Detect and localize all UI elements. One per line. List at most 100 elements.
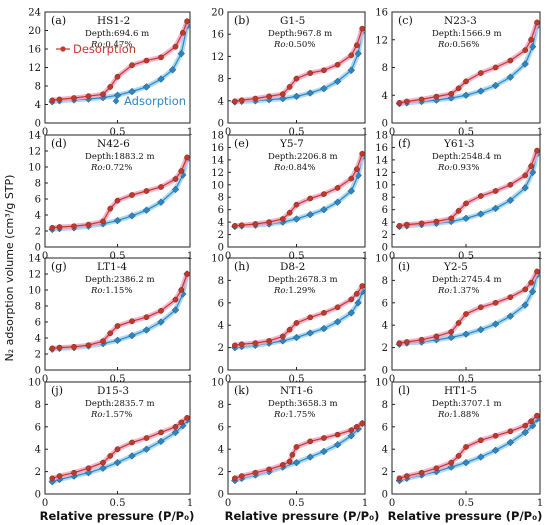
- y-tick-label: 8: [382, 400, 388, 411]
- desorption-point: [158, 184, 164, 190]
- ro-label: Ro:1.75%: [273, 410, 315, 420]
- sample-name: NT1-6: [280, 385, 313, 397]
- adsorption-point: [447, 333, 455, 342]
- desorption-point: [114, 73, 121, 80]
- desorption-point: [143, 188, 150, 194]
- y-tick-label: 2: [218, 467, 224, 478]
- ro-label: Ro:0.47%: [90, 40, 132, 50]
- desorption-point: [232, 222, 238, 229]
- adsorption-point: [477, 453, 485, 461]
- sample-name: Y61-3: [443, 138, 475, 150]
- adsorption-point: [128, 331, 136, 340]
- desorption-point: [522, 286, 529, 293]
- x-tick-label: 0: [389, 251, 395, 262]
- y-tick-label: 8: [382, 193, 388, 204]
- y-tick-label: 16: [28, 45, 41, 56]
- x-tick-label: 0.5: [458, 251, 474, 262]
- adsorption-point: [491, 204, 500, 213]
- y-tick-label: 18: [375, 131, 388, 142]
- desorption-point: [534, 19, 540, 26]
- y-tick-label: 12: [211, 168, 224, 179]
- y-tick-label: 20: [28, 26, 41, 37]
- desorption-point: [238, 97, 245, 104]
- y-tick-label: 0: [382, 366, 388, 377]
- adsorption-point: [320, 205, 328, 214]
- y-tick-label: 6: [35, 422, 41, 433]
- desorption-point: [353, 42, 360, 49]
- depth-label: Depth:3658.3 m: [268, 399, 338, 409]
- depth-label: Depth:2206.8 m: [268, 152, 338, 162]
- desorption-point: [353, 290, 360, 297]
- ro-label: Ro:0.72%: [90, 163, 132, 173]
- desorption-point: [396, 100, 403, 106]
- y-tick-label: 2: [35, 467, 41, 478]
- desorption-point: [286, 326, 293, 333]
- desorption-point: [85, 342, 92, 349]
- desorption-point: [418, 469, 425, 476]
- adsorption-point: [333, 440, 342, 449]
- y-tick-label: 4: [382, 321, 388, 332]
- y-tick-label: 12: [211, 52, 224, 63]
- y-tick-label: 10: [28, 378, 41, 389]
- desorption-point: [172, 43, 179, 50]
- x-tick-label: 0.5: [289, 127, 305, 138]
- y-tick-label: 16: [211, 143, 224, 154]
- depth-label: Depth:2548.4 m: [432, 152, 502, 162]
- y-tick-label: 0: [35, 119, 41, 130]
- adsorption-point: [142, 83, 151, 91]
- y-tick-label: 6: [35, 318, 41, 329]
- desorption-point: [463, 200, 469, 207]
- desorption-point: [143, 57, 150, 64]
- desorption-point: [321, 67, 327, 74]
- desorption-point: [448, 91, 455, 97]
- desorption-point: [85, 93, 92, 100]
- y-tick-label: 4: [35, 100, 41, 111]
- desorption-point: [107, 453, 114, 459]
- adsorption-point: [333, 77, 342, 86]
- desorption-point: [172, 296, 179, 303]
- y-tick-label: 2: [382, 343, 388, 354]
- x-tick-label: 0: [42, 374, 48, 385]
- y-tick-label: 8: [382, 63, 388, 74]
- adsorption-point: [491, 446, 500, 455]
- x-axis-title-right: Relative pressure (P/P₀): [388, 509, 543, 523]
- desorption-point: [266, 338, 272, 344]
- adsorption-point: [506, 196, 515, 205]
- x-tick-label: 1: [537, 127, 543, 138]
- desorption-point: [307, 314, 314, 321]
- x-tick-label: 0: [389, 374, 395, 385]
- desorption-point: [172, 423, 179, 430]
- adsorption-point: [157, 198, 165, 206]
- x-tick-label: 1: [537, 251, 543, 262]
- desorption-point: [334, 185, 341, 191]
- y-tick-label: 6: [218, 298, 224, 309]
- panel-letter: (l): [398, 384, 410, 397]
- panel-a: 0 4 8 12 16 20 24 0 0.5 1 (a) HS1-2 Depth:694.6 mRo:…: [28, 8, 193, 139]
- y-tick-label: 2: [382, 467, 388, 478]
- adsorption-point: [462, 91, 470, 100]
- panel-letter: (g): [51, 260, 67, 273]
- adsorption-point: [462, 330, 470, 338]
- desorption-point: [321, 191, 327, 197]
- y-tick-label: 4: [382, 445, 388, 456]
- desorption-point: [252, 340, 259, 346]
- desorption-point: [463, 444, 469, 450]
- adsorption-point: [128, 87, 136, 96]
- adsorption-point: [292, 458, 301, 467]
- desorption-point: [129, 192, 135, 198]
- x-tick-label: 0.5: [110, 251, 126, 262]
- adsorption-point: [292, 92, 301, 101]
- desorption-point: [252, 95, 259, 102]
- desorption-point: [463, 311, 469, 317]
- legend: Desorption Adsorption: [56, 42, 186, 108]
- desorption-point: [359, 25, 366, 32]
- desorption-point: [534, 147, 540, 154]
- panel-letter: (f): [398, 137, 411, 150]
- adsorption-point: [477, 210, 485, 218]
- desorption-point: [507, 428, 514, 435]
- desorption-halo: [234, 421, 364, 481]
- adsorption-point: [177, 49, 186, 58]
